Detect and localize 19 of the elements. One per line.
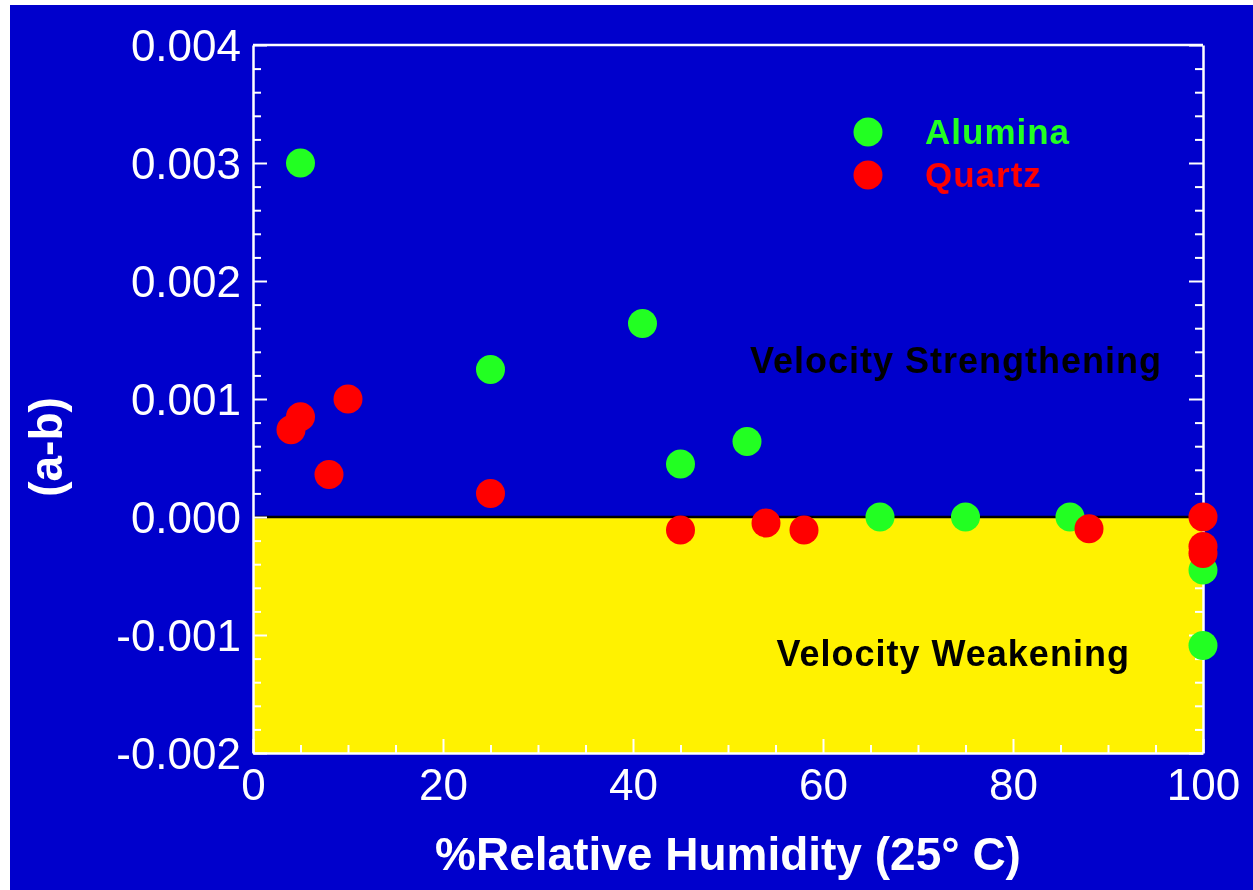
x-tick-label: 60 — [799, 760, 848, 810]
x-tick-label: 40 — [609, 760, 658, 810]
y-tick-label: 0.002 — [130, 256, 241, 306]
x-tick-label: 100 — [1166, 760, 1241, 810]
x-tick-label: 20 — [419, 760, 468, 810]
band-label: Velocity Weakening — [776, 633, 1130, 675]
y-tick-label: 0.003 — [130, 138, 241, 188]
y-tick-label: -0.002 — [116, 728, 241, 778]
x-axis-title: %Relative Humidity (25° C) — [435, 828, 1021, 880]
x-tick-label: 0 — [241, 760, 266, 810]
annotation: Velocity Strengthening — [749, 339, 1163, 381]
y-tick-label: 0.000 — [130, 492, 241, 542]
y-tick-label: 0.004 — [130, 20, 241, 70]
legend-label: Quartz — [925, 155, 1042, 195]
y-tick-label: -0.001 — [116, 610, 241, 660]
x-tick-label: 80 — [989, 760, 1038, 810]
legend-label: Alumina — [925, 112, 1071, 152]
y-axis-title: (a-b) — [20, 397, 72, 497]
y-tick-label: 0.001 — [130, 374, 241, 424]
